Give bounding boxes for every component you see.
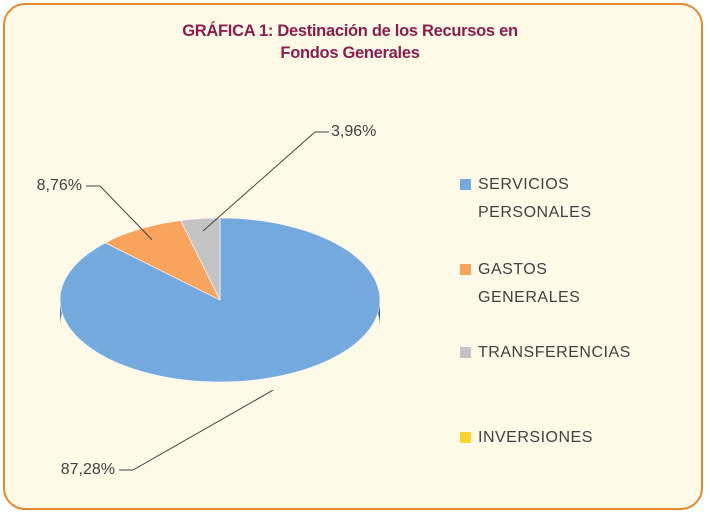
data-label: 8,76% bbox=[37, 177, 82, 194]
legend-label: SERVICIOS PERSONALES bbox=[478, 176, 592, 221]
data-label: 87,28% bbox=[61, 461, 115, 478]
legend-swatch bbox=[460, 432, 471, 443]
legend-label: INVERSIONES bbox=[478, 429, 593, 446]
slice bbox=[104, 220, 221, 301]
chart-title: GRÁFICA 1: Destinación de los Recursos e… bbox=[182, 22, 518, 62]
slice bbox=[180, 217, 221, 301]
legend-label: TRANSFERENCIAS bbox=[478, 344, 631, 361]
leader-line bbox=[202, 131, 329, 232]
legend-swatch bbox=[460, 347, 471, 358]
leader-line bbox=[119, 389, 274, 471]
leader-line bbox=[86, 185, 153, 241]
legend-swatch bbox=[460, 264, 471, 275]
legend-label: GASTOS GENERALES bbox=[478, 261, 581, 306]
legend-swatch bbox=[460, 179, 471, 190]
data-label: 3,96% bbox=[331, 123, 376, 140]
